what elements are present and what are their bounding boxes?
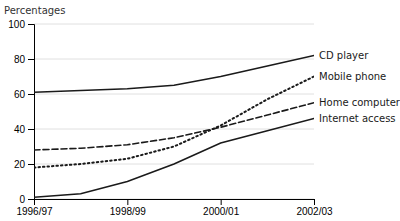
y-tick-label: 60 [14,89,26,100]
x-tick-label: 1998/99 [110,206,147,217]
x-tick-label: 2000/01 [203,206,240,217]
lines [34,56,314,198]
series-label: Home computer [319,97,400,108]
series-line [34,119,314,198]
series-label: CD player [319,50,369,61]
y-tick: 100 [8,19,34,30]
y-tick-mark [28,129,34,130]
x-tick-mark [221,199,222,205]
x-tick: 1998/99 [110,199,147,217]
grid-line [34,24,314,25]
y-tick-label: 80 [14,54,26,65]
chart: 1996/97 1998/99 2000/01 2002/03 0 20 40 60 80 100… [0,0,400,221]
series-label: Mobile phone [319,71,386,82]
series-line [34,103,314,150]
series-line [34,56,314,93]
y-axis-label: Percentages [4,5,65,16]
y-axis: 0 20 40 60 80 100 [8,19,34,205]
y-tick-label: 0 [19,194,25,205]
y-tick-mark [28,59,34,60]
y-tick: 80 [14,54,34,65]
y-tick: 0 [19,194,34,205]
plot: 1996/97 1998/99 2000/01 2002/03 0 20 40 60 80 100… [8,19,400,217]
series-label: Internet access [319,113,396,124]
x-axis: 1996/97 1998/99 2000/01 2002/03 [16,199,333,217]
y-tick-mark [28,24,34,25]
series-line [34,77,314,168]
y-tick: 60 [14,89,34,100]
x-tick-label: 2002/03 [296,206,333,217]
y-tick-mark [28,164,34,165]
y-axis-line [28,25,35,200]
x-tick: 2000/01 [203,199,240,217]
y-tick-label: 100 [8,19,25,30]
grid-line [34,59,314,60]
grid-line [34,94,314,95]
y-tick-label: 40 [14,124,26,135]
x-tick-mark [314,199,315,205]
series-labels: CD player Mobile phone Home computer Intern… [319,50,400,124]
x-tick-mark [127,199,128,205]
grid [34,24,314,199]
y-tick-label: 20 [14,159,26,170]
x-tick-label: 1996/97 [16,206,53,217]
y-tick: 40 [14,124,34,135]
x-tick: 2002/03 [296,199,333,217]
y-tick-mark [28,199,34,200]
x-axis-line [35,200,315,206]
y-tick: 20 [14,159,34,170]
y-tick-mark [28,94,34,95]
